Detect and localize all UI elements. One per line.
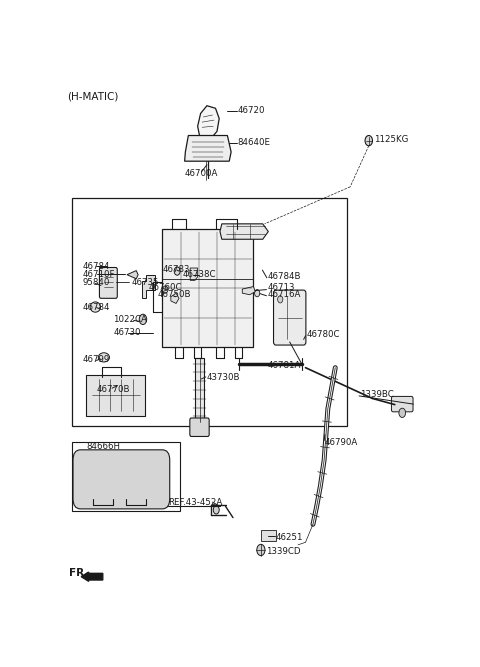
Ellipse shape	[98, 353, 109, 362]
Polygon shape	[242, 287, 255, 295]
FancyArrow shape	[81, 572, 103, 582]
FancyBboxPatch shape	[274, 290, 306, 345]
Text: REF.43-452A: REF.43-452A	[168, 498, 222, 507]
Text: 46720: 46720	[238, 106, 265, 115]
Circle shape	[254, 289, 260, 297]
Text: 1022CA: 1022CA	[113, 315, 147, 324]
Text: 1339BC: 1339BC	[360, 390, 394, 399]
Polygon shape	[185, 135, 231, 161]
Text: 84666H: 84666H	[86, 442, 120, 452]
Polygon shape	[220, 224, 268, 239]
Text: 1125KG: 1125KG	[373, 135, 408, 144]
FancyBboxPatch shape	[392, 396, 413, 412]
Text: 46710F: 46710F	[83, 269, 115, 279]
FancyBboxPatch shape	[86, 375, 145, 416]
Ellipse shape	[90, 302, 100, 312]
Text: 46784B: 46784B	[267, 271, 301, 281]
Polygon shape	[171, 293, 179, 303]
Text: 46730: 46730	[113, 328, 141, 338]
Bar	[72, 198, 347, 426]
Bar	[72, 442, 180, 512]
Text: 46735: 46735	[132, 278, 159, 287]
Text: 46251: 46251	[276, 533, 303, 542]
FancyBboxPatch shape	[73, 450, 170, 509]
Polygon shape	[198, 105, 219, 137]
Polygon shape	[190, 268, 198, 280]
Text: 46738C: 46738C	[183, 269, 216, 279]
Text: 1339CD: 1339CD	[266, 547, 301, 556]
Circle shape	[174, 267, 180, 275]
Text: 46770B: 46770B	[96, 385, 130, 394]
Text: 46781A: 46781A	[267, 361, 301, 370]
Circle shape	[139, 314, 147, 325]
Text: 46713: 46713	[267, 283, 295, 292]
Text: 46750B: 46750B	[158, 290, 192, 299]
FancyBboxPatch shape	[162, 229, 253, 347]
Text: 46716A: 46716A	[267, 290, 301, 299]
Text: 46700A: 46700A	[185, 169, 218, 178]
Text: 46784: 46784	[83, 303, 110, 311]
Circle shape	[257, 544, 265, 556]
Circle shape	[399, 408, 406, 418]
FancyBboxPatch shape	[99, 267, 117, 298]
Text: 46784: 46784	[83, 262, 110, 271]
Text: 95840: 95840	[83, 278, 110, 287]
Circle shape	[213, 506, 219, 514]
Circle shape	[277, 295, 283, 303]
Circle shape	[365, 135, 372, 146]
Text: 46780C: 46780C	[306, 329, 340, 339]
FancyBboxPatch shape	[261, 530, 276, 541]
Text: 46799: 46799	[83, 356, 109, 364]
FancyBboxPatch shape	[190, 418, 209, 436]
FancyBboxPatch shape	[195, 358, 204, 422]
Text: 84640E: 84640E	[238, 138, 271, 147]
Text: 43730B: 43730B	[207, 374, 240, 382]
Text: FR.: FR.	[69, 568, 89, 578]
Circle shape	[163, 286, 168, 293]
Polygon shape	[127, 271, 138, 279]
Text: 46760C: 46760C	[148, 283, 182, 292]
Polygon shape	[142, 275, 155, 298]
Text: 46783: 46783	[163, 265, 190, 273]
Text: 46790A: 46790A	[325, 438, 358, 447]
Text: (H-MATIC): (H-MATIC)	[67, 91, 119, 101]
